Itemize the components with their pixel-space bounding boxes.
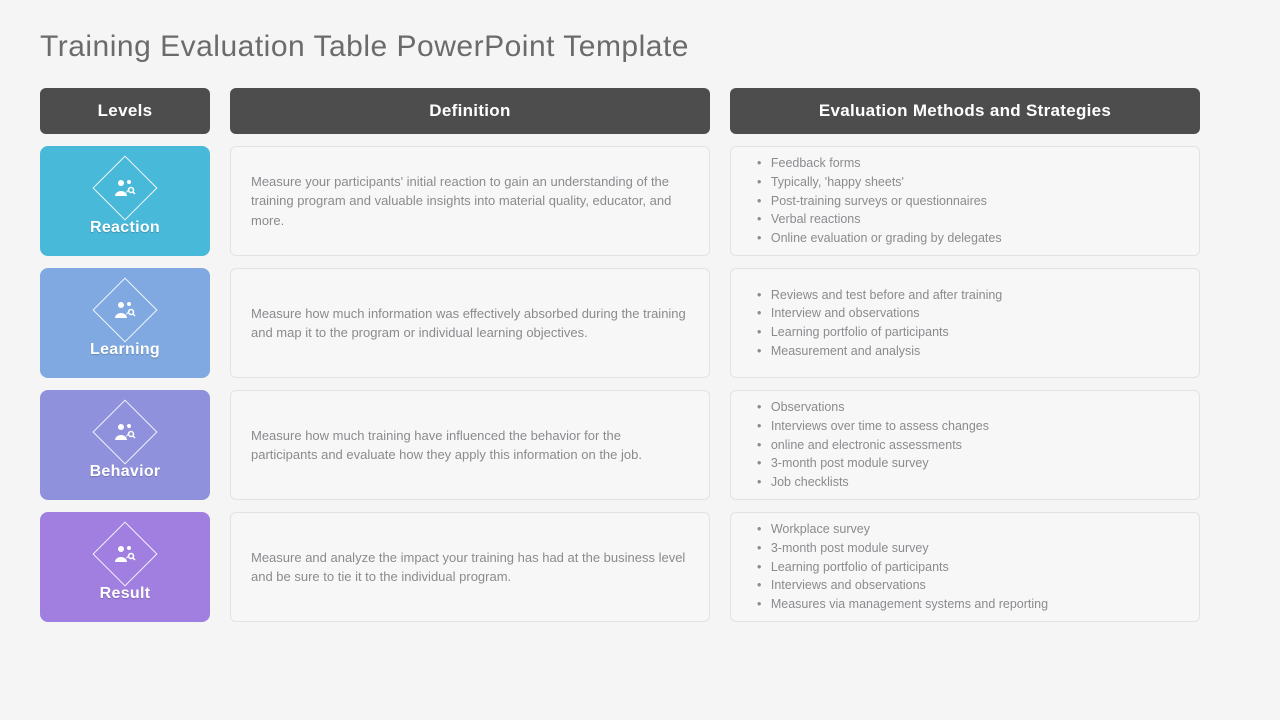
methods-list-0: Feedback formsTypically, 'happy sheets'P… <box>751 154 1179 248</box>
methods-item: Learning portfolio of participants <box>757 323 1179 342</box>
level-label: Behavior <box>90 463 161 481</box>
people-search-icon <box>113 298 137 322</box>
level-card-learning: Learning <box>40 268 210 378</box>
people-search-icon <box>113 542 137 566</box>
definition-cell: Measure and analyze the impact your trai… <box>230 512 710 622</box>
definition-cell: Measure how much information was effecti… <box>230 268 710 378</box>
methods-item: online and electronic assessments <box>757 436 1179 455</box>
methods-item: Reviews and test before and after traini… <box>757 286 1179 305</box>
methods-cell: ObservationsInterviews over time to asse… <box>730 390 1200 500</box>
header-definition: Definition <box>230 88 710 134</box>
methods-list-1: Reviews and test before and after traini… <box>751 286 1179 361</box>
methods-list-2: ObservationsInterviews over time to asse… <box>751 398 1179 492</box>
methods-item: Post-training surveys or questionnaires <box>757 192 1179 211</box>
methods-item: Feedback forms <box>757 154 1179 173</box>
diamond-icon <box>92 155 157 220</box>
methods-cell: Workplace survey3-month post module surv… <box>730 512 1200 622</box>
definition-text: Measure how much training have influence… <box>251 426 689 465</box>
definition-cell: Measure your participants' initial react… <box>230 146 710 256</box>
methods-item: Job checklists <box>757 473 1179 492</box>
diamond-icon <box>92 277 157 342</box>
definition-text: Measure how much information was effecti… <box>251 304 689 343</box>
evaluation-table: Levels Definition Evaluation Methods and… <box>40 88 1240 622</box>
methods-list-3: Workplace survey3-month post module surv… <box>751 520 1179 614</box>
level-card-behavior: Behavior <box>40 390 210 500</box>
level-card-reaction: Reaction <box>40 146 210 256</box>
methods-item: Learning portfolio of participants <box>757 558 1179 577</box>
methods-cell: Feedback formsTypically, 'happy sheets'P… <box>730 146 1200 256</box>
methods-item: Verbal reactions <box>757 210 1179 229</box>
people-search-icon <box>113 420 137 444</box>
header-levels: Levels <box>40 88 210 134</box>
methods-item: Interview and observations <box>757 304 1179 323</box>
methods-item: Workplace survey <box>757 520 1179 539</box>
people-search-icon <box>113 176 137 200</box>
methods-cell: Reviews and test before and after traini… <box>730 268 1200 378</box>
definition-text: Measure and analyze the impact your trai… <box>251 548 689 587</box>
diamond-icon <box>92 521 157 586</box>
methods-item: Online evaluation or grading by delegate… <box>757 229 1179 248</box>
level-label: Reaction <box>90 219 160 237</box>
level-card-result: Result <box>40 512 210 622</box>
methods-item: 3-month post module survey <box>757 539 1179 558</box>
methods-item: Interviews and observations <box>757 576 1179 595</box>
definition-cell: Measure how much training have influence… <box>230 390 710 500</box>
methods-item: Observations <box>757 398 1179 417</box>
page-title: Training Evaluation Table PowerPoint Tem… <box>40 30 1240 64</box>
methods-item: 3-month post module survey <box>757 454 1179 473</box>
level-label: Learning <box>90 341 160 359</box>
header-methods: Evaluation Methods and Strategies <box>730 88 1200 134</box>
methods-item: Measures via management systems and repo… <box>757 595 1179 614</box>
methods-item: Typically, 'happy sheets' <box>757 173 1179 192</box>
level-label: Result <box>100 585 151 603</box>
definition-text: Measure your participants' initial react… <box>251 172 689 231</box>
methods-item: Interviews over time to assess changes <box>757 417 1179 436</box>
diamond-icon <box>92 399 157 464</box>
methods-item: Measurement and analysis <box>757 342 1179 361</box>
